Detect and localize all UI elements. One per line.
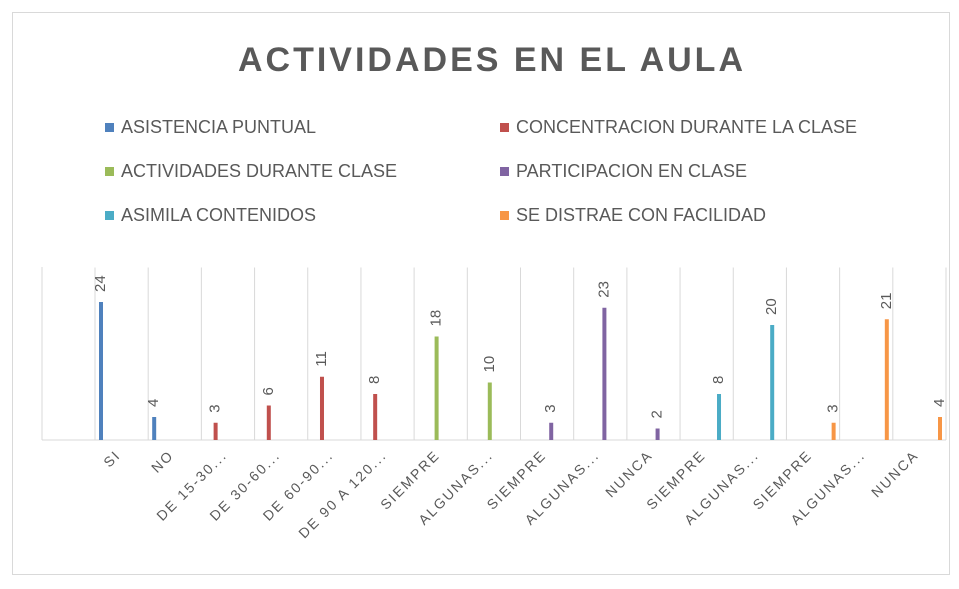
data-label: 8 xyxy=(710,376,727,384)
legend-swatch xyxy=(105,211,114,220)
bar xyxy=(487,382,492,440)
data-label: 8 xyxy=(366,376,383,384)
bar xyxy=(319,376,324,440)
bar xyxy=(213,422,218,440)
legend-swatch xyxy=(500,211,509,220)
bar xyxy=(99,302,103,440)
chart-border xyxy=(12,12,950,575)
data-label: 4 xyxy=(931,399,948,407)
data-label: 20 xyxy=(763,298,780,315)
legend-label: SE DISTRAE CON FACILIDAD xyxy=(516,205,766,225)
legend-label: ACTIVIDADES DURANTE CLASE xyxy=(121,161,397,181)
bar xyxy=(266,405,271,440)
bar xyxy=(717,394,722,440)
bar xyxy=(884,319,889,440)
legend-label: PARTICIPACION EN CLASE xyxy=(516,161,747,181)
legend-label: ASIMILA CONTENIDOS xyxy=(121,205,316,225)
bar xyxy=(152,417,157,440)
data-label: 11 xyxy=(313,351,330,367)
bar xyxy=(655,428,660,440)
legend-label: CONCENTRACION DURANTE LA CLASE xyxy=(516,117,857,137)
data-label: 4 xyxy=(145,399,162,407)
legend-label: ASISTENCIA PUNTUAL xyxy=(121,117,316,137)
bar xyxy=(770,325,775,440)
bar xyxy=(434,336,439,440)
legend-swatch xyxy=(500,167,509,176)
data-label: 24 xyxy=(92,275,109,292)
data-label: 23 xyxy=(595,281,612,298)
data-label: 21 xyxy=(878,293,895,310)
data-label: 18 xyxy=(428,310,445,327)
bar xyxy=(373,394,378,440)
bar xyxy=(602,307,607,440)
legend-swatch xyxy=(500,123,509,132)
bar xyxy=(938,417,942,440)
data-label: 2 xyxy=(649,410,666,418)
data-label: 10 xyxy=(481,356,498,373)
data-label: 3 xyxy=(825,404,842,412)
data-label: 6 xyxy=(260,387,277,395)
chart-title: ACTIVIDADES EN EL AULA xyxy=(238,41,746,79)
legend-swatch xyxy=(105,123,114,132)
bar xyxy=(549,422,554,440)
bar xyxy=(831,422,836,440)
data-label: 3 xyxy=(542,404,559,412)
legend-swatch xyxy=(105,167,114,176)
data-label: 3 xyxy=(207,404,224,412)
